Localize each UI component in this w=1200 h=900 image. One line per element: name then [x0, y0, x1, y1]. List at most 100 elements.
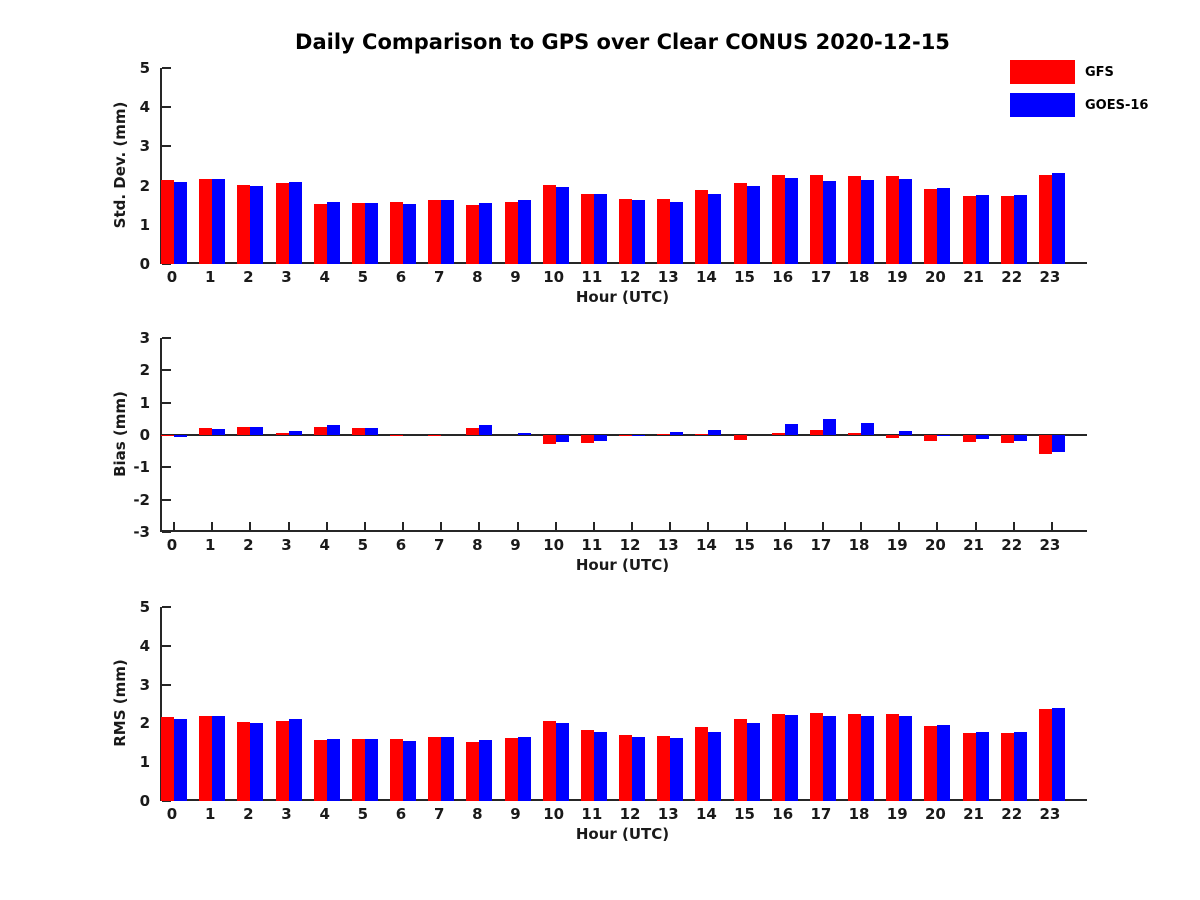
x-tick-label: 17	[810, 805, 832, 823]
x-tick	[974, 522, 977, 530]
bar-gfs-h1	[199, 716, 213, 801]
x-tick-label: 15	[734, 536, 755, 554]
x-tick-label: 8	[472, 536, 483, 554]
bar-gfs-h19	[886, 175, 900, 264]
bar-gfs-h22	[1000, 732, 1014, 801]
y-tick-label: 1	[139, 753, 150, 772]
bar-gfs-h22	[1000, 196, 1014, 264]
x-tick	[554, 522, 557, 530]
bar-gfs-h10	[542, 185, 556, 264]
bar-goes16-h3	[288, 719, 302, 801]
bar-goes16-h0	[174, 435, 187, 437]
x-tick-label: 16	[772, 268, 794, 286]
x-tick-label: 13	[657, 268, 679, 286]
bar-goes16-h8	[479, 202, 493, 264]
legend-item-gfs: GFS	[1010, 60, 1148, 84]
x-tick-label: 9	[510, 268, 521, 286]
bar-gfs-h19	[886, 435, 900, 438]
y-tick-label: 0	[139, 426, 150, 444]
bar-gfs-h21	[962, 195, 976, 264]
x-tick	[860, 522, 863, 530]
bar-goes16-h14	[708, 731, 722, 801]
bar-goes16-h15	[746, 722, 760, 801]
bar-gfs-h17	[809, 175, 823, 264]
y-tick	[162, 145, 171, 148]
bar-gfs-h20	[924, 435, 938, 441]
bar-gfs-h4	[313, 426, 327, 435]
bar-gfs-h12	[619, 435, 633, 437]
y-tick	[162, 800, 171, 802]
gfs-color-swatch	[1010, 60, 1075, 84]
bar-goes16-h14	[708, 194, 722, 264]
x-tick-label: 16	[772, 536, 794, 554]
bar-gfs-h13	[657, 198, 671, 264]
x-tick-label: 11	[581, 805, 603, 823]
bar-goes16-h17	[822, 419, 836, 435]
x-tick	[1012, 522, 1015, 530]
bias-x-axis-label: Hour (UTC)	[575, 556, 670, 574]
bar-goes16-h18	[861, 423, 875, 435]
x-tick	[745, 522, 748, 530]
y-tick-label: 2	[139, 176, 150, 195]
bar-gfs-h0	[161, 179, 174, 264]
x-tick	[707, 522, 710, 530]
x-tick-label: 22	[1001, 536, 1023, 554]
bar-goes16-h13	[670, 201, 684, 264]
bar-gfs-h8	[466, 741, 480, 801]
x-tick-label: 0	[166, 536, 178, 554]
x-tick-label: 5	[357, 536, 369, 554]
bar-gfs-h3	[275, 183, 289, 264]
x-tick-label: 19	[886, 805, 908, 823]
bar-gfs-h5	[351, 427, 365, 435]
x-tick-label: 9	[510, 805, 521, 823]
bar-goes16-h13	[670, 738, 684, 801]
x-tick	[1050, 522, 1053, 530]
y-tick-label: 4	[139, 636, 150, 655]
x-tick-label: 3	[281, 805, 292, 823]
bar-gfs-h13	[657, 735, 671, 801]
bar-goes16-h9	[517, 200, 531, 264]
bar-gfs-h2	[237, 426, 251, 435]
x-tick-label: 23	[1039, 536, 1061, 554]
bar-gfs-h15	[733, 182, 747, 264]
bar-goes16-h5	[364, 428, 378, 435]
y-tick	[162, 466, 171, 469]
x-tick	[516, 522, 519, 530]
y-tick	[162, 683, 171, 686]
bar-goes16-h1	[212, 429, 226, 435]
x-tick-label: 8	[472, 805, 483, 823]
y-tick	[162, 67, 171, 69]
y-tick-label: -1	[133, 458, 150, 477]
bar-goes16-h16	[784, 177, 798, 264]
bias-plot-area	[160, 337, 1087, 533]
bar-gfs-h11	[580, 193, 594, 264]
x-tick-label: 23	[1039, 268, 1061, 286]
bar-goes16-h4	[326, 202, 340, 264]
bar-gfs-h6	[390, 202, 404, 264]
bar-goes16-h18	[861, 179, 875, 264]
bar-gfs-h18	[848, 176, 862, 264]
bar-goes16-h4	[326, 739, 340, 801]
x-tick-label: 4	[319, 536, 330, 554]
y-tick	[162, 498, 171, 501]
x-tick-label: 0	[166, 805, 178, 823]
bar-gfs-h17	[809, 430, 823, 435]
x-tick-label: 10	[543, 268, 565, 286]
x-tick-label: 17	[810, 536, 832, 554]
bar-gfs-h9	[504, 202, 518, 264]
bar-gfs-h18	[848, 713, 862, 801]
rms-x-axis-label: Hour (UTC)	[575, 825, 670, 843]
x-tick-label: 3	[281, 536, 292, 554]
y-tick	[162, 644, 171, 647]
bar-gfs-h7	[428, 435, 442, 436]
x-tick-label: 21	[963, 536, 984, 554]
x-tick-label: 18	[848, 805, 870, 823]
x-tick	[287, 522, 290, 530]
bar-goes16-h8	[479, 740, 493, 801]
bar-gfs-h21	[962, 732, 976, 801]
bar-goes16-h22	[1013, 195, 1027, 264]
x-tick-label: 11	[581, 268, 603, 286]
bar-goes16-h21	[975, 731, 989, 801]
bar-gfs-h1	[199, 178, 213, 264]
